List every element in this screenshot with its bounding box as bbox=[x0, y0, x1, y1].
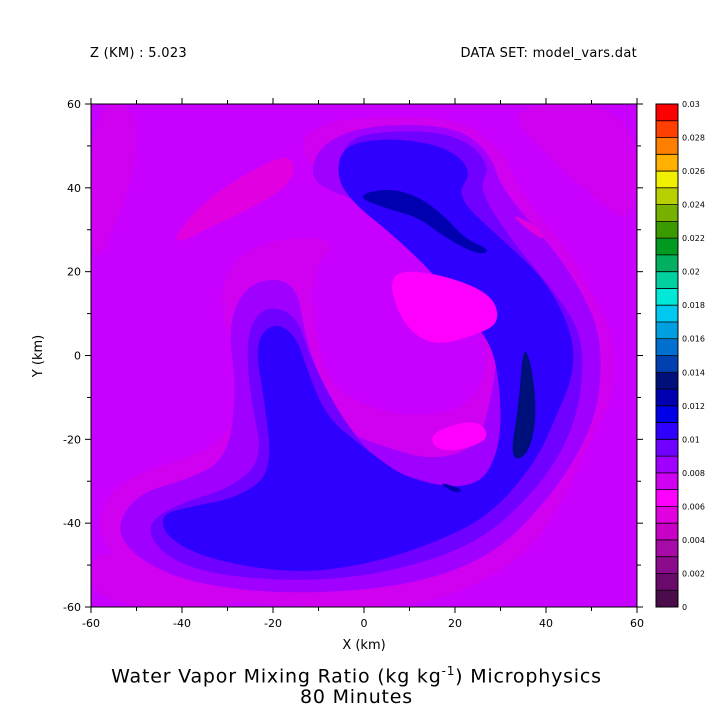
colorbar-swatch bbox=[656, 305, 678, 323]
colorbar-label: 0.012 bbox=[682, 402, 705, 411]
x-tick-label: -40 bbox=[173, 617, 191, 630]
colorbar-swatch bbox=[656, 439, 678, 457]
colorbar-swatch bbox=[656, 104, 678, 122]
contour-region bbox=[392, 271, 498, 343]
colorbar-label: 0.024 bbox=[682, 201, 705, 210]
colorbar-label: 0.03 bbox=[682, 100, 700, 109]
contour-region bbox=[512, 351, 536, 459]
colorbar-swatch bbox=[656, 120, 678, 139]
colorbar-label: 0.014 bbox=[682, 368, 705, 377]
x-axis-label: X (km) bbox=[342, 638, 385, 653]
y-tick-label: -40 bbox=[63, 517, 81, 530]
contour-region bbox=[265, 357, 277, 371]
colorbar-label: 0.006 bbox=[682, 502, 705, 511]
y-tick-label: -20 bbox=[63, 433, 81, 446]
colorbar-swatch bbox=[656, 137, 678, 155]
chart-title-sup: -1 bbox=[441, 664, 456, 678]
colorbar-swatch bbox=[656, 472, 678, 491]
colorbar-swatch bbox=[656, 154, 678, 172]
colorbar-swatch bbox=[656, 254, 678, 273]
colorbar-swatch bbox=[656, 288, 678, 306]
colorbar-swatch bbox=[656, 271, 678, 289]
colorbar-label: 0.02 bbox=[682, 268, 700, 277]
colorbar-swatch bbox=[656, 573, 678, 591]
colorbar-label: 0 bbox=[682, 603, 687, 612]
y-tick-label: 20 bbox=[67, 266, 81, 279]
colorbar-swatch bbox=[656, 187, 678, 206]
y-tick-label: -60 bbox=[63, 601, 81, 614]
colorbar-swatch bbox=[656, 556, 678, 574]
contour-region bbox=[91, 104, 137, 255]
colorbar-swatch bbox=[656, 539, 678, 558]
colorbar-label: 0.018 bbox=[682, 301, 705, 310]
colorbar-swatch bbox=[656, 389, 678, 407]
x-axis: -60 -40 -20 0 20 40 60 bbox=[82, 98, 644, 630]
colorbar-swatch bbox=[656, 321, 678, 340]
colorbar-label: 0.022 bbox=[682, 234, 705, 243]
colorbar-swatch bbox=[656, 204, 678, 222]
colorbar-swatch bbox=[656, 456, 678, 474]
colorbar-label: 0.008 bbox=[682, 469, 705, 478]
colorbar-swatch bbox=[656, 489, 678, 507]
colorbar-label: 0.004 bbox=[682, 536, 705, 545]
x-tick-label: 20 bbox=[448, 617, 462, 630]
chart-title-post: ) Microphysics bbox=[455, 665, 602, 688]
x-tick-label: -20 bbox=[264, 617, 282, 630]
colorbar-swatch bbox=[656, 221, 678, 239]
colorbar-swatch bbox=[656, 355, 678, 373]
y-tick-label: 0 bbox=[74, 350, 81, 363]
colorbar-label: 0.016 bbox=[682, 335, 705, 344]
dataset-label: DATA SET: model_vars.dat bbox=[460, 46, 637, 61]
y-axis: -60 -40 -20 0 20 40 60 bbox=[63, 98, 643, 614]
contour-region bbox=[362, 189, 487, 254]
colorbar-swatch bbox=[656, 372, 678, 390]
chart-title-pre: Water Vapor Mixing Ratio (kg kg bbox=[111, 665, 442, 688]
level-label: Z (KM) : 5.023 bbox=[90, 46, 187, 61]
colorbar-label: 0.01 bbox=[682, 435, 700, 444]
colorbar-swatch bbox=[656, 238, 678, 256]
colorbar-swatch bbox=[656, 171, 678, 189]
colorbar-label: 0.028 bbox=[682, 134, 705, 143]
colorbar-swatch bbox=[656, 422, 678, 440]
colorbar-swatch bbox=[656, 506, 678, 524]
colorbar-label: 0.002 bbox=[682, 569, 705, 578]
contour-fills bbox=[91, 104, 637, 607]
y-axis-label: Y (km) bbox=[31, 335, 46, 378]
contour-region bbox=[176, 157, 294, 241]
y-tick-label: 40 bbox=[67, 182, 81, 195]
chart-title: Water Vapor Mixing Ratio (kg kg-1) Micro… bbox=[0, 664, 713, 687]
contour-region bbox=[432, 422, 487, 451]
colorbar-swatch bbox=[656, 590, 678, 608]
chart-subtitle: 80 Minutes bbox=[299, 686, 413, 708]
contour-region bbox=[515, 216, 543, 239]
colorbar-swatch bbox=[656, 405, 678, 424]
x-tick-label: 40 bbox=[539, 617, 553, 630]
colorbar-swatch bbox=[656, 523, 678, 541]
contour-region bbox=[517, 104, 637, 217]
contour-region bbox=[442, 483, 461, 493]
x-tick-label: 0 bbox=[361, 617, 368, 630]
y-tick-label: 60 bbox=[67, 98, 81, 111]
colorbar-swatch bbox=[656, 338, 678, 356]
x-tick-label: 60 bbox=[630, 617, 644, 630]
colorbar-label: 0.026 bbox=[682, 167, 705, 176]
x-tick-label: -60 bbox=[82, 617, 100, 630]
colorbar: 0 0.002 0.004 0.006 0.008 0.01 0.012 0.014 0.016… bbox=[655, 100, 705, 612]
